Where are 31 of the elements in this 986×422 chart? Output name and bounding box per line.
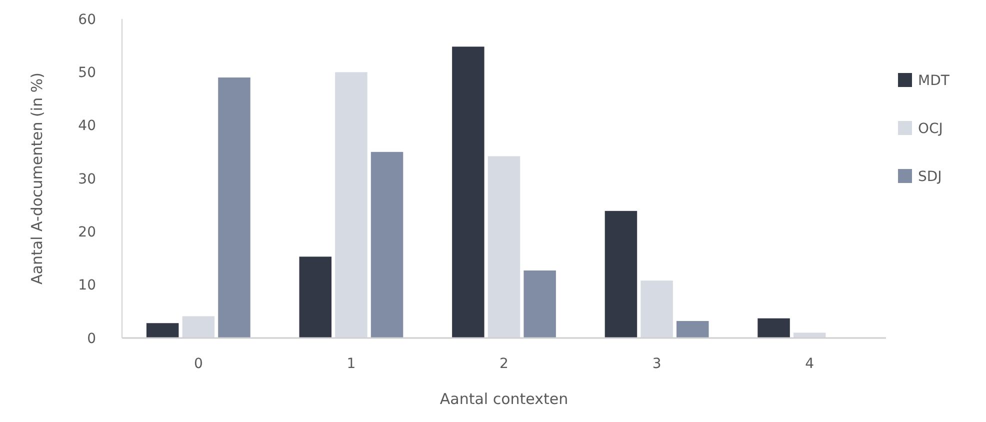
legend-label: MDT (918, 72, 950, 89)
x-axis-title: Aantal contexten (440, 390, 568, 408)
y-tick-label: 60 (78, 12, 96, 28)
bar (452, 46, 484, 338)
bar (793, 332, 826, 338)
x-tick-label: 3 (652, 356, 662, 372)
bar (640, 280, 673, 338)
y-tick-label: 40 (78, 118, 96, 134)
bar (182, 316, 215, 338)
x-tick-label: 4 (805, 356, 814, 372)
bar (488, 156, 520, 338)
y-tick-label: 10 (78, 278, 96, 294)
bar (335, 72, 368, 338)
y-tick-label: 20 (78, 224, 96, 241)
x-tick-label: 0 (194, 356, 203, 372)
bar (370, 152, 404, 338)
x-tick-label: 1 (346, 356, 356, 372)
y-axis-title: Aantal A-documenten (in %) (28, 72, 46, 284)
y-tick-label: 30 (78, 171, 96, 188)
legend-label: OCJ (918, 120, 943, 137)
legend-label: SDJ (918, 168, 942, 185)
y-tick-label: 50 (78, 65, 96, 82)
bar (676, 320, 709, 338)
bar (758, 318, 790, 338)
bar (218, 77, 250, 338)
y-tick-label: 0 (87, 330, 96, 347)
bar (604, 210, 638, 338)
bar (524, 270, 556, 338)
x-tick-label: 2 (500, 356, 508, 372)
bar (299, 256, 332, 338)
bar (146, 323, 179, 338)
